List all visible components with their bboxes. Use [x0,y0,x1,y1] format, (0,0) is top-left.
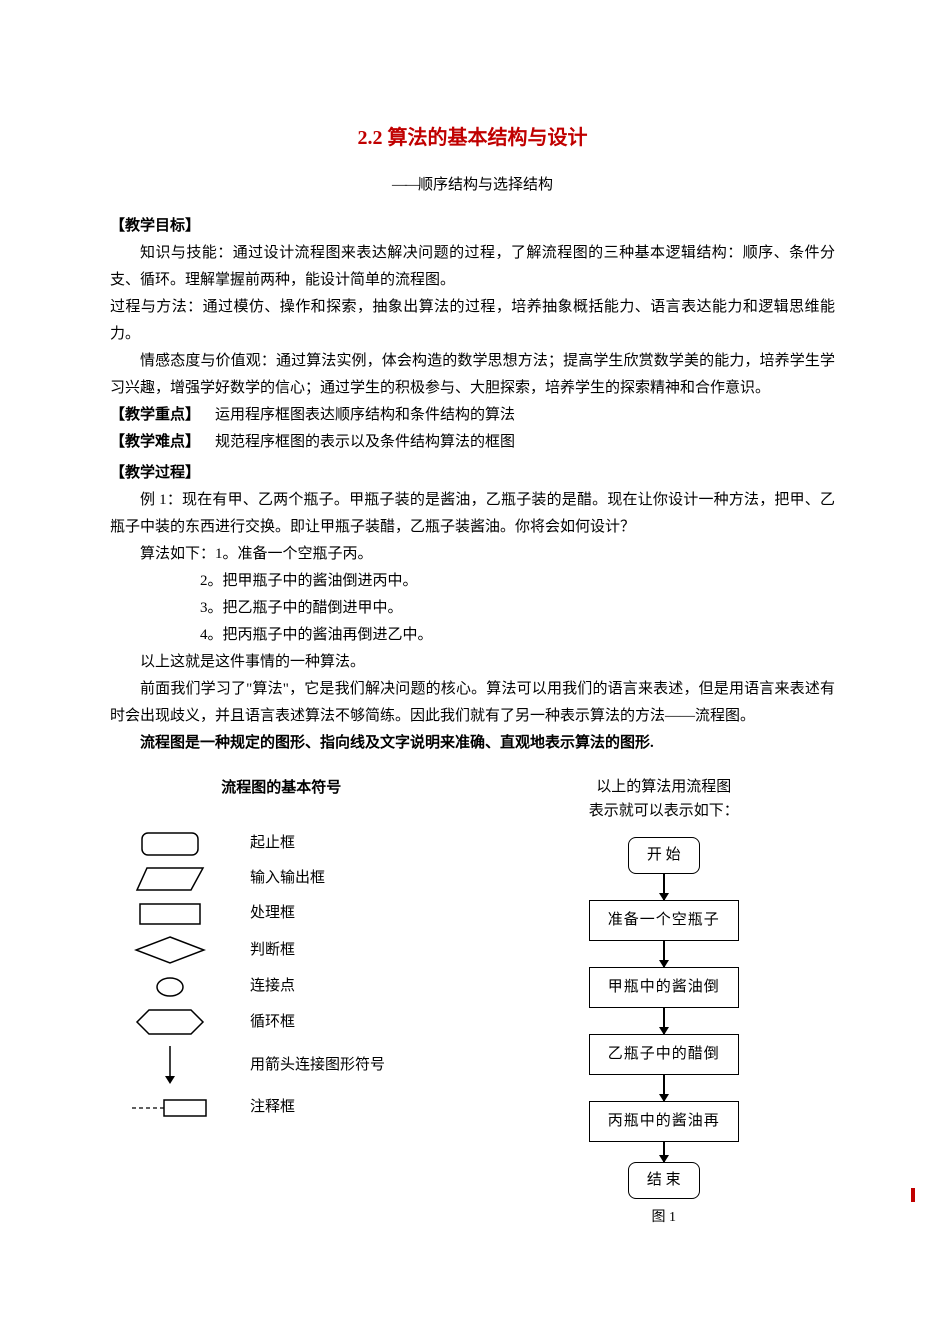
symbol-label: 判断框 [230,937,295,964]
symbol-label: 循环框 [230,1009,295,1036]
symbol-row-io: 输入输出框 [110,865,453,892]
flowchart-end: 结 束 [628,1162,700,1199]
keypoint-body: 运用程序框图表达顺序结构和条件结构的算法 [215,407,515,423]
example-body: 现在有甲、乙两个瓶子。甲瓶子装的是酱油，乙瓶子装的是醋。现在让你设计一种方法，把… [110,492,835,535]
arrow-icon [663,874,665,900]
flowchart-intro-1: 以上的算法用流程图 [596,779,731,795]
flowchart-start: 开 始 [628,837,700,874]
objectives-p3: 情感态度与价值观：通过算法实例，体会构造的数学思想方法；提高学生欣赏数学美的能力… [110,348,835,402]
flowchart-step-3: 乙瓶子中的醋倒 [589,1034,739,1075]
arrow-icon [663,1142,665,1162]
difficulty-head: 【教学难点】 [110,434,200,450]
flowchart-intro: 以上的算法用流程图 表示就可以表示如下： [589,775,739,823]
flowchart-step-4: 丙瓶中的酱油再 [589,1101,739,1142]
symbol-row-annotation: 注释框 [110,1094,453,1121]
section-difficulty: 【教学难点】 规范程序框图的表示以及条件结构算法的框图 [110,429,835,456]
parallelogram-icon [135,866,205,892]
arrow-icon [663,1008,665,1034]
flowchart-diagram: 开 始 准备一个空瓶子 甲瓶中的酱油倒 乙瓶子中的醋倒 丙瓶中的酱油再 结 束 … [589,837,739,1230]
keypoint-head: 【教学重点】 [110,407,200,423]
flowchart-step-1: 准备一个空瓶子 [589,900,739,941]
section-process-head: 【教学过程】 [110,460,835,487]
page-subtitle: ——顺序结构与选择结构 [110,172,835,199]
symbol-label: 起止框 [230,830,295,857]
foot-accent-bar [911,1188,915,1202]
section-objectives-head: 【教学目标】 [110,213,835,240]
example-label: 例 1： [140,492,182,508]
symbol-label: 注释框 [230,1094,295,1121]
hexagon-icon [135,1008,205,1036]
symbols-title: 流程图的基本符号 [110,775,453,802]
symbol-row-arrow: 用箭头连接图形符号 [110,1044,453,1086]
alg-line-4: 4。把丙瓶子中的酱油再倒进乙中。 [110,622,835,649]
difficulty-body: 规范程序框图的表示以及条件结构算法的框图 [215,434,515,450]
symbol-label: 输入输出框 [230,865,325,892]
alg-line-1: 算法如下：1。准备一个空瓶子丙。 [110,541,835,568]
flowchart-column: 以上的算法用流程图 表示就可以表示如下： 开 始 准备一个空瓶子 甲瓶中的酱油倒… [493,775,836,1230]
arrow-icon [663,941,665,967]
symbols-column: 流程图的基本符号 起止框 输入输出框 处理框 判断框 [110,775,453,1230]
figure-label: 图 1 [652,1205,677,1230]
symbol-label: 处理框 [230,900,295,927]
flowchart-intro-2: 表示就可以表示如下： [589,803,739,819]
symbol-row-terminator: 起止框 [110,830,453,857]
objectives-p2: 过程与方法：通过模仿、操作和探索，抽象出算法的过程，培养抽象概括能力、语言表达能… [110,294,835,348]
objectives-p1: 知识与技能：通过设计流程图来表达解决问题的过程，了解流程图的三种基本逻辑结构：顺… [110,240,835,294]
process-p2: 前面我们学习了"算法"，它是我们解决问题的核心。算法可以用我们的语言来表述，但是… [110,676,835,730]
alg-line-2: 2。把甲瓶子中的酱油倒进丙中。 [110,568,835,595]
diamond-icon [134,935,206,965]
two-column-section: 流程图的基本符号 起止框 输入输出框 处理框 判断框 [110,775,835,1230]
process-p1: 以上这就是这件事情的一种算法。 [110,649,835,676]
process-p3: 流程图是一种规定的图形、指向线及文字说明来准确、直观地表示算法的图形. [110,730,835,757]
symbol-row-process: 处理框 [110,900,453,927]
symbol-label: 连接点 [230,973,295,1000]
symbol-label: 用箭头连接图形符号 [230,1052,385,1079]
arrow-icon [663,1075,665,1101]
page-title: 2.2 算法的基本结构与设计 [110,120,835,156]
subtitle-dash: —— [392,177,418,193]
symbol-row-loop: 循环框 [110,1008,453,1036]
terminator-icon [141,832,199,856]
circle-icon [155,976,185,998]
annotation-icon [130,1097,210,1119]
arrow-down-icon [160,1044,180,1086]
subtitle-text: 顺序结构与选择结构 [418,177,553,193]
symbol-row-connector: 连接点 [110,973,453,1000]
symbol-row-decision: 判断框 [110,935,453,965]
flowchart-step-2: 甲瓶中的酱油倒 [589,967,739,1008]
rectangle-icon [139,903,201,925]
example-1: 例 1：现在有甲、乙两个瓶子。甲瓶子装的是酱油，乙瓶子装的是醋。现在让你设计一种… [110,487,835,541]
section-keypoint: 【教学重点】 运用程序框图表达顺序结构和条件结构的算法 [110,402,835,429]
alg-line-3: 3。把乙瓶子中的醋倒进甲中。 [110,595,835,622]
